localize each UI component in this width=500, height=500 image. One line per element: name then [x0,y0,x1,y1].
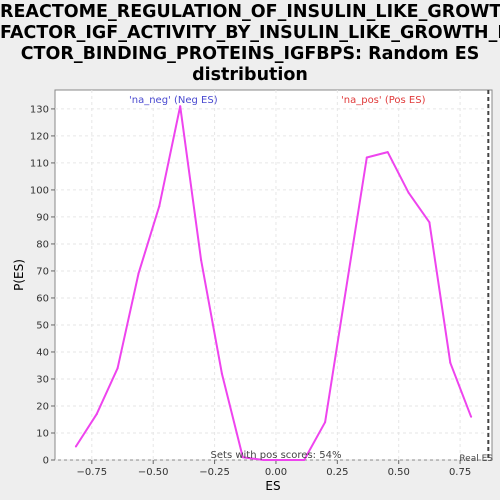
data-point [344,288,347,291]
y-tick-label: 90 [36,212,49,223]
data-point [324,421,327,424]
y-tick-label: 80 [36,239,49,250]
pos-es-label: 'na_pos' (Pos ES) [341,95,426,106]
y-tick-label: 50 [36,320,49,331]
plot-area [54,89,493,461]
pos-scores-label: Sets with pos scores: 54% [211,450,342,461]
data-point [116,367,119,370]
x-axis-label: ES [265,479,280,493]
data-point [262,459,265,461]
y-tick-label: 40 [36,347,49,358]
data-point [449,361,452,364]
data-point [158,205,161,208]
y-axis: 0 10 20 30 40 50 60 70 80 90 100 110 120 130 [30,104,55,467]
y-tick-label: 100 [30,185,49,196]
x-tick-label: −0.50 [138,467,169,478]
y-tick-label: 20 [36,401,49,412]
data-point [282,459,285,461]
data-point [220,372,223,375]
data-point [200,259,203,262]
y-tick-label: 110 [30,158,49,169]
x-tick-label: 0.00 [265,467,287,478]
chart-title: REACTOME_REGULATION_OF_INSULIN_LIKE_GROW… [0,2,500,85]
x-tick-label: −0.75 [76,467,107,478]
data-point [95,413,98,416]
data-point [407,191,410,194]
data-point [74,445,77,448]
x-tick-label: 0.75 [449,467,471,478]
x-tick-label: 0.50 [388,467,410,478]
data-point [303,459,306,461]
data-point [137,272,140,275]
neg-es-label: 'na_neg' (Neg ES) [129,95,218,106]
real-es-label: Real ES [459,454,493,464]
y-axis-label: P(ES) [12,259,26,291]
x-tick-label: 0.25 [326,467,348,478]
y-tick-label: 120 [30,131,49,142]
series-line [75,105,473,461]
data-point [241,456,244,459]
data-point [365,156,368,159]
series-group [74,105,473,461]
y-tick-label: 30 [36,374,49,385]
x-tick-label: −0.25 [199,467,230,478]
y-tick-label: 60 [36,293,49,304]
y-tick-label: 130 [30,104,49,115]
data-point [470,415,473,418]
data-point [428,221,431,224]
data-point [179,105,182,108]
data-point [386,151,389,154]
y-tick-label: 0 [43,456,49,467]
y-tick-label: 10 [36,428,49,439]
x-axis: −0.75 −0.50 −0.25 0.00 0.25 0.50 0.75 [76,460,471,478]
y-tick-label: 70 [36,266,49,277]
